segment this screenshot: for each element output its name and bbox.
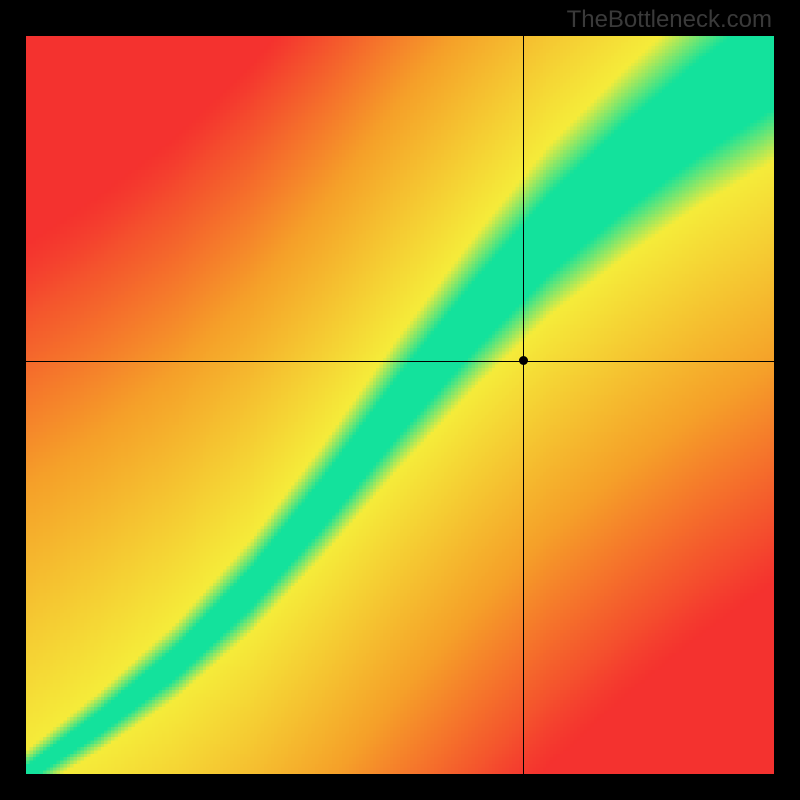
figure-container: TheBottleneck.com xyxy=(0,0,800,800)
bottleneck-heatmap xyxy=(26,36,774,774)
crosshair-vertical xyxy=(523,36,524,774)
crosshair-horizontal xyxy=(26,361,774,362)
plot-area xyxy=(26,36,774,774)
watermark-text: TheBottleneck.com xyxy=(567,6,772,34)
